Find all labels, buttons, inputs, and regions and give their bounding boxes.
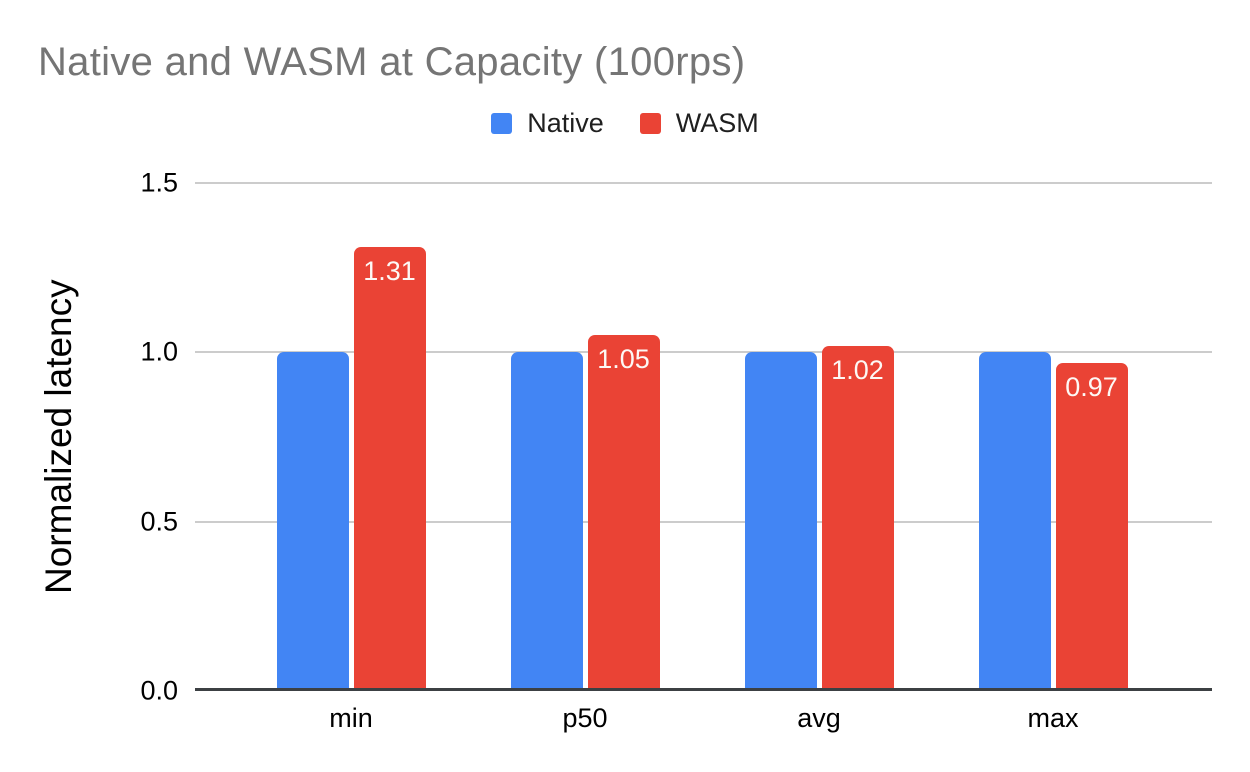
gridline — [195, 520, 1212, 523]
y-axis-title: Normalized latency — [38, 279, 79, 595]
bar-value-label: 1.02 — [831, 354, 884, 385]
bar-wasm-p50: 1.05 — [587, 335, 660, 691]
bar-value-label: 1.05 — [597, 344, 650, 375]
gridline — [195, 351, 1212, 354]
bar-wasm-max: 0.97 — [1055, 362, 1128, 691]
x-tick-label: p50 — [562, 703, 608, 733]
x-tick-label: min — [329, 703, 373, 733]
x-axis-line — [195, 688, 1212, 691]
legend-label-native: Native — [527, 108, 604, 138]
native-swatch-icon — [491, 113, 513, 134]
wasm-swatch-icon — [639, 113, 661, 134]
y-tick-label: 1.0 — [140, 336, 178, 367]
bar-wasm-min: 1.31 — [353, 247, 426, 691]
bar-native-p50 — [510, 352, 583, 691]
chart-title: Native and WASM at Capacity (100rps) — [38, 40, 746, 84]
bar-value-label: 0.97 — [1065, 371, 1118, 402]
y-tick-label: 0.0 — [140, 675, 178, 706]
bar-wasm-avg: 1.02 — [821, 345, 894, 691]
x-tick-label: avg — [797, 703, 841, 733]
legend-label-wasm: WASM — [675, 108, 759, 138]
y-tick-label: 0.5 — [140, 506, 178, 537]
bar-native-max — [978, 352, 1051, 691]
x-tick-label: max — [1027, 703, 1079, 733]
legend-item-native: Native — [491, 110, 604, 137]
bar-native-min — [276, 352, 349, 691]
bar-value-label: 1.31 — [363, 256, 416, 287]
gridline — [195, 182, 1212, 184]
legend: Native WASM — [0, 110, 1250, 137]
bar-native-avg — [744, 352, 817, 691]
legend-item-wasm: WASM — [639, 108, 759, 138]
plot-area: 0.0 0.5 1.0 1.5 1.31 min 1.05 p50 1.02 avg 0.97 max — [140, 169, 1212, 732]
y-tick-label: 1.5 — [140, 167, 178, 198]
